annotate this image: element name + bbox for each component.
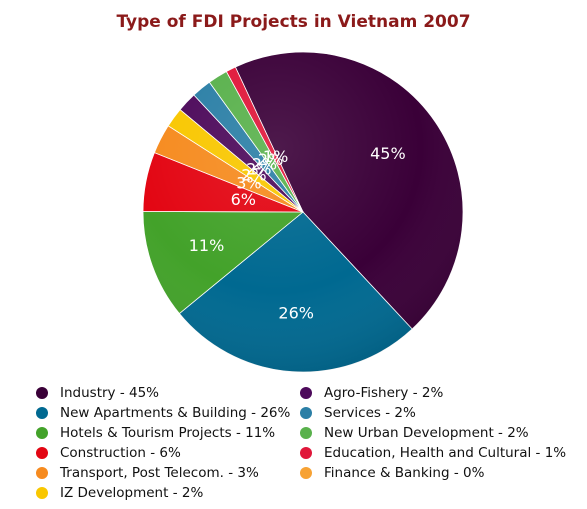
legend-swatch <box>300 387 312 399</box>
pie-labels: 45%26%11%6%3%2%2%2%2%1% <box>189 144 406 323</box>
legend-item-transport-post-telecom: Transport, Post Telecom. - 3% <box>36 463 259 483</box>
legend-label: Agro-Fishery - 2% <box>324 385 444 401</box>
legend-swatch <box>36 467 48 479</box>
pie-chart: 45%26%11%6%3%2%2%2%2%1% <box>142 51 464 373</box>
legend-swatch <box>36 387 48 399</box>
legend-swatch <box>36 427 48 439</box>
legend-item-iz-development: IZ Development - 2% <box>36 483 203 503</box>
legend-label: Hotels & Tourism Projects - 11% <box>60 425 276 441</box>
slice-label-iz-development: 2% <box>241 166 266 185</box>
slice-label-new-apartments-building: 26% <box>278 304 314 323</box>
pie-slices <box>142 51 464 373</box>
legend: Industry - 45% New Apartments & Building … <box>36 383 576 503</box>
legend-swatch <box>300 407 312 419</box>
legend-label: Construction - 6% <box>60 445 181 461</box>
legend-item-construction: Construction - 6% <box>36 443 181 463</box>
legend-label: Services - 2% <box>324 405 416 421</box>
legend-swatch <box>300 467 312 479</box>
legend-item-services: Services - 2% <box>300 403 416 423</box>
legend-item-education-health-and-cultural: Education, Health and Cultural - 1% <box>300 443 566 463</box>
slice-label-industry: 45% <box>370 144 406 163</box>
legend-swatch <box>36 487 48 499</box>
legend-item-new-apartments-building: New Apartments & Building - 26% <box>36 403 290 423</box>
legend-label: New Urban Development - 2% <box>324 425 529 441</box>
legend-swatch <box>300 427 312 439</box>
legend-label: New Apartments & Building - 26% <box>60 405 291 421</box>
legend-item-finance-banking: Finance & Banking - 0% <box>300 463 484 483</box>
legend-label: Industry - 45% <box>60 385 159 401</box>
legend-swatch <box>300 447 312 459</box>
slice-label-agro-fishery: 2% <box>246 160 271 179</box>
legend-label: Education, Health and Cultural - 1% <box>324 445 567 461</box>
slice-label-new-urban-development: 2% <box>258 150 283 169</box>
legend-label: Transport, Post Telecom. - 3% <box>60 465 259 481</box>
chart-title: Type of FDI Projects in Vietnam 2007 <box>116 12 471 32</box>
legend-item-hotels-tourism-projects: Hotels & Tourism Projects - 11% <box>36 423 275 443</box>
legend-item-industry: Industry - 45% <box>36 383 159 403</box>
slice-label-transport-post-telecom: 3% <box>236 174 261 193</box>
legend-item-new-urban-development: New Urban Development - 2% <box>300 423 529 443</box>
legend-label: IZ Development - 2% <box>60 485 204 501</box>
legend-item-agro-fishery: Agro-Fishery - 2% <box>300 383 443 403</box>
slice-label-services: 2% <box>252 155 277 174</box>
legend-label: Finance & Banking - 0% <box>324 465 485 481</box>
slice-label-construction: 6% <box>231 190 256 209</box>
slice-label-hotels-tourism-projects: 11% <box>189 236 225 255</box>
slice-label-education-health-and-cultural: 1% <box>263 147 288 166</box>
legend-swatch <box>36 447 48 459</box>
legend-swatch <box>36 407 48 419</box>
